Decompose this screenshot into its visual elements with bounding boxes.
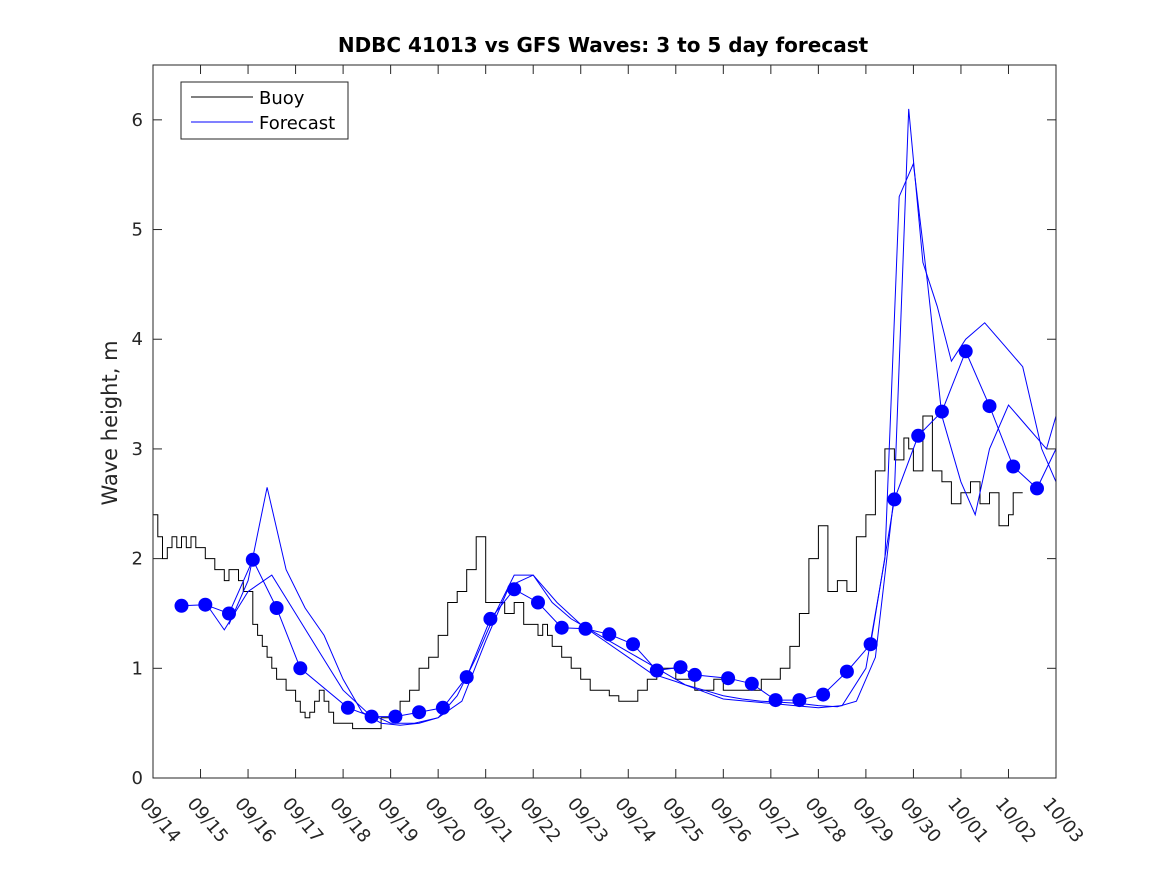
forecast-point	[1030, 481, 1044, 496]
plot-frame	[152, 64, 1057, 779]
forecast-point	[649, 663, 664, 678]
legend-forecast-label: Forecast	[259, 113, 335, 134]
y-tick-label: 2	[132, 549, 143, 570]
forecast-point	[687, 667, 702, 682]
y-tick-label: 1	[132, 658, 143, 679]
forecast-point	[340, 700, 355, 715]
forecast-point	[911, 428, 926, 443]
forecast-point	[198, 597, 213, 612]
legend-box	[180, 81, 349, 140]
forecast-point	[934, 404, 949, 419]
plot-area	[153, 108, 1057, 730]
forecast-point	[863, 637, 878, 652]
forecast-point	[626, 637, 640, 652]
forecast-point	[744, 676, 759, 691]
forecast-point	[768, 693, 783, 708]
forecast-series-line-2	[204, 161, 1057, 724]
forecast-point	[293, 661, 308, 676]
forecast-point	[887, 492, 902, 507]
forecast-point	[507, 582, 522, 597]
y-tick-label: 0	[132, 768, 143, 789]
y-axis-label: Wave height, m	[98, 340, 122, 505]
forecast-point	[531, 595, 545, 610]
forecast-point	[578, 621, 593, 636]
chart-title: NDBC 41013 vs GFS Waves: 3 to 5 day fore…	[338, 33, 869, 57]
forecast-point	[459, 670, 474, 685]
forecast-point	[364, 709, 379, 724]
legend-buoy-label: Buoy	[259, 88, 305, 109]
y-tick-label: 6	[132, 110, 143, 131]
legend: Buoy Forecast	[180, 81, 349, 140]
forecast-point	[412, 705, 427, 720]
forecast-point	[839, 664, 854, 679]
forecast-point	[792, 693, 807, 708]
buoy-series-line	[153, 415, 1023, 730]
forecast-point	[982, 399, 997, 414]
forecast-point	[269, 601, 284, 615]
forecast-point	[816, 687, 831, 702]
y-tick-label: 3	[132, 439, 143, 460]
forecast-point	[483, 611, 498, 626]
forecast-point	[435, 700, 450, 715]
forecast-point	[602, 627, 617, 642]
y-tick-label: 5	[132, 220, 143, 241]
forecast-point	[958, 344, 973, 359]
forecast-point	[388, 709, 403, 724]
forecast-point	[174, 598, 189, 613]
forecast-point	[245, 552, 260, 567]
forecast-point	[554, 620, 569, 635]
y-tick-label: 4	[132, 329, 143, 350]
forecast-point	[673, 660, 688, 675]
forecast-point	[1006, 459, 1021, 474]
forecast-point	[721, 671, 736, 686]
forecast-point	[222, 606, 236, 621]
